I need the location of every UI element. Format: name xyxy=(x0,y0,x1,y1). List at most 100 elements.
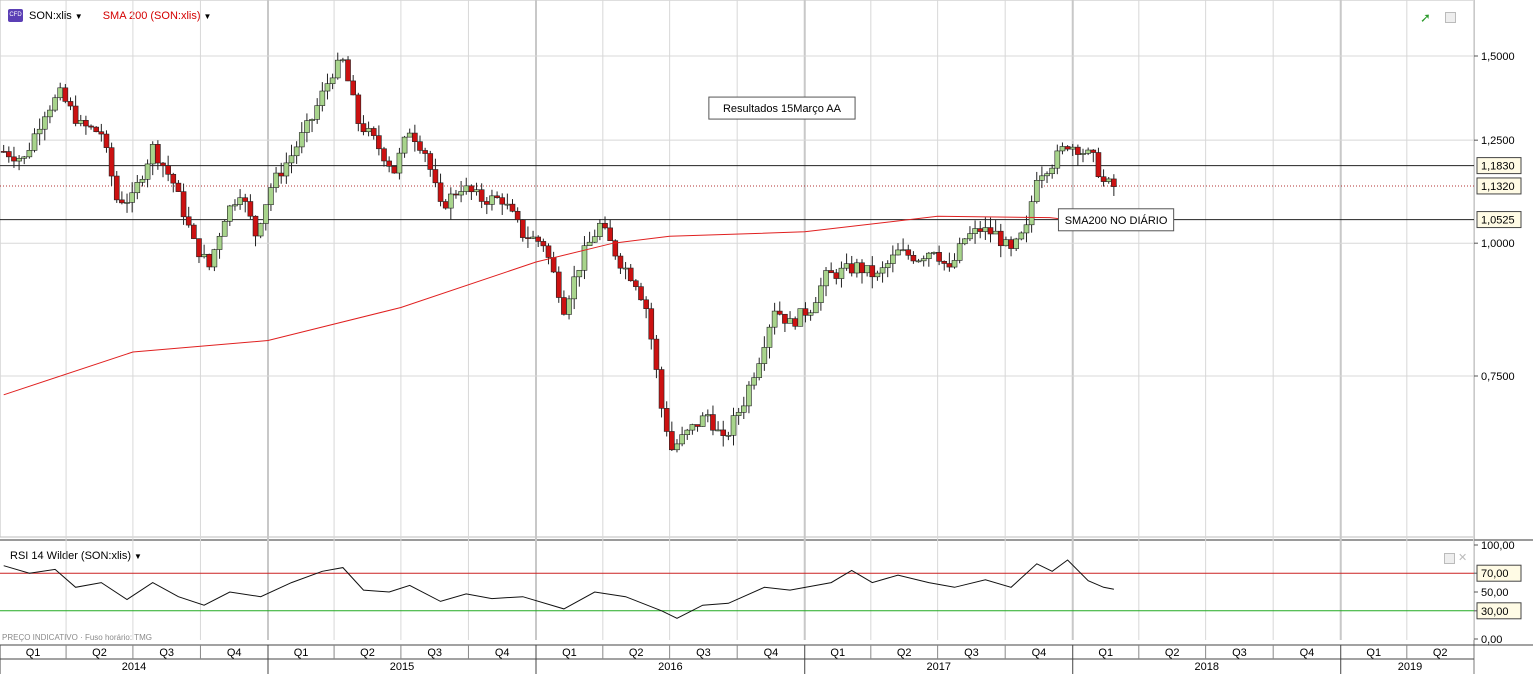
caret-down-icon: ▼ xyxy=(203,11,212,21)
candle-down xyxy=(987,227,994,235)
candle-down xyxy=(833,272,840,279)
candle-down xyxy=(792,318,798,327)
candle-up xyxy=(304,120,310,133)
candle-down xyxy=(946,263,953,268)
candle-down xyxy=(514,210,521,221)
candle-down xyxy=(6,151,12,158)
candle-down xyxy=(669,431,675,451)
candle-down xyxy=(170,173,177,184)
candle-up xyxy=(293,146,300,157)
candle-up xyxy=(211,249,218,268)
candle-up xyxy=(283,162,290,177)
candle-up xyxy=(787,318,793,324)
candle-up xyxy=(262,204,269,224)
candle-up xyxy=(227,205,233,222)
candle-up xyxy=(689,424,696,431)
candle-up xyxy=(309,119,315,121)
candle-up xyxy=(746,384,752,407)
level-label: 1,1320 xyxy=(1481,181,1515,193)
candle-up xyxy=(730,415,737,436)
annotation-box xyxy=(1057,208,1175,232)
candle-down xyxy=(386,160,392,167)
rsi-tick-label: 30,00 xyxy=(1481,606,1509,618)
candle-down xyxy=(720,429,727,436)
candle-up xyxy=(1033,180,1040,202)
candle-down xyxy=(936,252,942,262)
candle-up xyxy=(884,263,891,269)
candle-down xyxy=(710,414,716,431)
candle-up xyxy=(961,238,968,245)
candle-up xyxy=(52,97,58,111)
price-tick-label: 0,7500 xyxy=(1481,371,1515,383)
rsi-close-icon[interactable]: ✕ xyxy=(1458,552,1468,564)
sma-label: SMA 200 (SON:xlis) xyxy=(102,9,201,22)
candle-up xyxy=(365,128,372,133)
candle-down xyxy=(1095,152,1102,178)
candle-up xyxy=(340,59,346,62)
rsi-tick-label: 50,00 xyxy=(1481,587,1509,599)
candle-up xyxy=(982,227,989,232)
candle-up xyxy=(1054,150,1061,169)
quarter-label: Q1 xyxy=(26,647,41,659)
rsi-selector[interactable]: RSI 14 Wilder (SON:xlis) ▼ xyxy=(10,550,142,562)
rsi-maximize-icon[interactable] xyxy=(1444,553,1455,564)
candle-up xyxy=(1080,153,1086,155)
candle-up xyxy=(396,152,403,174)
candle-up xyxy=(31,133,38,151)
quarter-label: Q1 xyxy=(294,647,309,659)
candle-up xyxy=(473,189,480,193)
candle-up xyxy=(705,414,711,417)
quarter-label: Q1 xyxy=(562,647,577,659)
candle-up xyxy=(838,267,845,279)
candle-up xyxy=(124,202,130,204)
candle-up xyxy=(504,203,511,206)
candle-down xyxy=(499,197,506,205)
candle-up xyxy=(319,90,326,106)
candle-up xyxy=(21,156,28,159)
candle-up xyxy=(751,377,757,386)
year-label: 2017 xyxy=(926,661,950,673)
candle-down xyxy=(540,241,547,247)
candle-down xyxy=(247,201,254,217)
candle-down xyxy=(103,133,110,148)
maximize-icon[interactable] xyxy=(1445,12,1456,23)
candle-up xyxy=(715,429,721,432)
candle-down xyxy=(206,253,213,268)
candle-down xyxy=(391,166,398,174)
quarter-label: Q3 xyxy=(964,647,979,659)
candle-up xyxy=(895,249,901,256)
rsi-level-box xyxy=(1476,564,1522,582)
candle-up xyxy=(735,412,742,416)
candle-down xyxy=(555,271,562,298)
symbol-selector[interactable]: SON:xlis ▼ xyxy=(29,10,83,22)
candle-down xyxy=(802,308,809,316)
candle-down xyxy=(370,128,377,136)
candle-down xyxy=(1100,176,1107,182)
candle-up xyxy=(1003,239,1009,247)
level-label-box xyxy=(1476,177,1522,195)
price-tick-label: 1,5000 xyxy=(1481,51,1515,63)
candle-down xyxy=(185,216,192,226)
candle-down xyxy=(1008,239,1014,249)
candle-down xyxy=(663,408,670,432)
candle-up xyxy=(864,265,870,274)
quarter-label: Q2 xyxy=(1165,647,1180,659)
candle-up xyxy=(1018,232,1025,240)
candle-up xyxy=(956,243,963,261)
candle-down xyxy=(494,195,500,198)
candle-up xyxy=(854,262,860,274)
candle-down xyxy=(165,165,171,175)
sma-selector[interactable]: SMA 200 (SON:xlis) ▼ xyxy=(103,10,212,22)
candle-down xyxy=(350,80,356,96)
candle-down xyxy=(997,230,1004,247)
candle-down xyxy=(72,105,79,124)
annotation-text: SMA200 NO DIÁRIO xyxy=(1065,214,1168,227)
level-label: 1,1830 xyxy=(1481,161,1515,173)
candle-down xyxy=(638,286,644,301)
candle-down xyxy=(278,172,285,177)
candle-down xyxy=(62,87,69,102)
candle-down xyxy=(607,227,613,241)
expand-arrow-icon[interactable]: ➚ xyxy=(1420,10,1431,25)
candle-down xyxy=(525,237,531,239)
candle-down xyxy=(545,245,552,258)
